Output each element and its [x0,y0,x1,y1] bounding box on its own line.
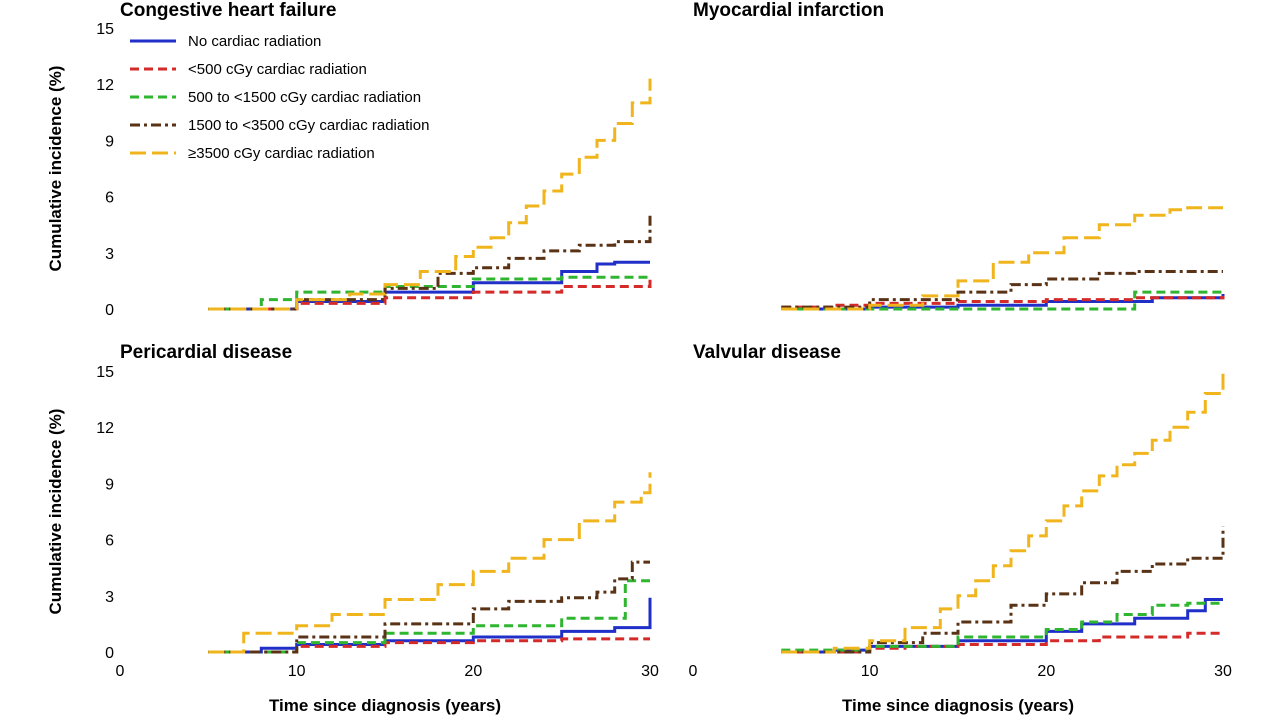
x-tick-label: 0 [689,663,698,680]
y-tick-label: 6 [105,533,114,550]
y-tick-label: 15 [96,364,114,381]
y-tick-label: 0 [105,302,114,319]
legend-label: <500 cGy cardiac radiation [188,61,367,78]
series-line-no-cardiac-radiation [208,597,652,654]
panel-title: Valvular disease [693,342,841,363]
panel-title: Pericardial disease [120,342,292,363]
series-line-3500-cgy-cardiac-radiation [208,78,652,311]
panel-1: Congestive heart failure 0 3 6 9 12 15 Cumulati… [46,0,652,319]
series-line-500-cgy-cardiac-radiation [208,279,652,311]
series-line-no-cardiac-radiation [781,598,1223,654]
legend-entry: 1500 to <3500 cGy cardiac radiation [130,117,429,134]
series-line-500-to-1500-cgy-cardiac-radiation [208,579,650,654]
series-line-1500-to-3500-cgy-cardiac-radiation [208,215,652,311]
x-tick-label: 10 [288,663,306,680]
x-tick-label: 10 [861,663,879,680]
series-line-no-cardiac-radiation [208,260,650,311]
x-tick-label: 20 [1037,663,1055,680]
panel-title: Congestive heart failure [120,0,336,21]
series-line-500-to-1500-cgy-cardiac-radiation [781,290,1223,311]
series-line-3500-cgy-cardiac-radiation [208,472,652,654]
legend-entry: <500 cGy cardiac radiation [130,61,367,78]
panel-title: Myocardial infarction [693,0,884,21]
y-tick-label: 3 [105,246,114,263]
x-axis-title: Time since diagnosis (years) [269,696,501,715]
legend-entry: No cardiac radiation [130,33,321,50]
panel-2: Myocardial infarction [693,0,1225,311]
series-line-3500-cgy-cardiac-radiation [781,371,1225,654]
y-tick-label: 6 [105,190,114,207]
series-line-500-cgy-cardiac-radiation [781,631,1223,654]
y-tick-label: 12 [96,420,114,437]
panel-4: Valvular disease 0 10 20 30 Time since diagno… [689,342,1232,715]
series-line-3500-cgy-cardiac-radiation [781,206,1223,311]
legend-label: 1500 to <3500 cGy cardiac radiation [188,117,429,134]
panels: Congestive heart failure 0 3 6 9 12 15 Cumulati… [46,0,1232,715]
panel-3: Pericardial disease 0 3 6 9 12 15 Cumulative in… [46,342,659,715]
legend-label: ≥3500 cGy cardiac radiation [188,145,375,162]
y-axis-title: Cumulative incidence (%) [46,409,65,615]
legend-label: 500 to <1500 cGy cardiac radiation [188,89,421,106]
y-tick-label: 12 [96,77,114,94]
series-line-1500-to-3500-cgy-cardiac-radiation [781,270,1223,309]
y-tick-label: 9 [105,133,114,150]
series-line-1500-to-3500-cgy-cardiac-radiation [208,560,650,654]
legend: No cardiac radiation <500 cGy cardiac rad… [130,33,429,162]
x-tick-label: 30 [1214,663,1232,680]
legend-entry: ≥3500 cGy cardiac radiation [130,145,375,162]
series-line-1500-to-3500-cgy-cardiac-radiation [781,526,1225,654]
y-tick-label: 9 [105,476,114,493]
series-line-500-cgy-cardiac-radiation [781,295,1225,309]
y-tick-label: 15 [96,21,114,38]
y-tick-label: 0 [105,645,114,662]
y-axis-title: Cumulative incidence (%) [46,66,65,272]
x-tick-label: 0 [116,663,125,680]
legend-entry: 500 to <1500 cGy cardiac radiation [130,89,421,106]
x-tick-label: 30 [641,663,659,680]
legend-label: No cardiac radiation [188,33,321,50]
x-axis-title: Time since diagnosis (years) [842,696,1074,715]
y-tick-label: 3 [105,589,114,606]
x-tick-label: 20 [464,663,482,680]
series-line-500-to-1500-cgy-cardiac-radiation [781,601,1223,652]
